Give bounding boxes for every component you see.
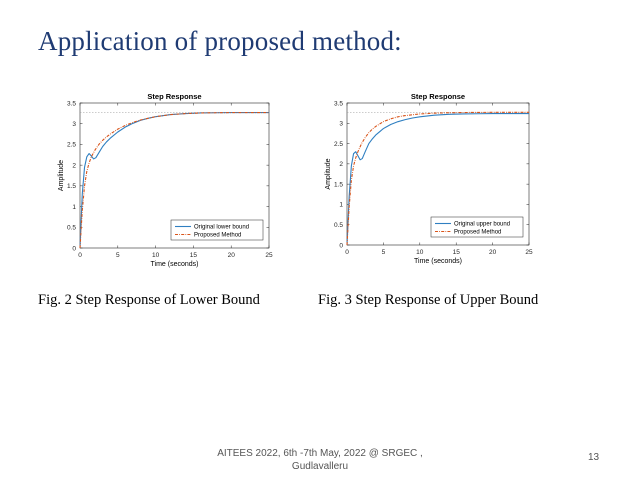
x-tick-label: 0 xyxy=(78,252,82,259)
y-tick-label: 3.5 xyxy=(67,100,76,107)
y-tick-label: 0 xyxy=(72,245,76,252)
legend-label: Proposed Method xyxy=(454,230,501,236)
slide-number: 13 xyxy=(588,452,600,463)
figure-caption-lower-bound: Fig. 2 Step Response of Lower Bound xyxy=(38,292,260,308)
legend-label: Original upper bound xyxy=(454,222,510,228)
y-tick-label: 2.5 xyxy=(67,142,76,149)
x-axis-label: Time (seconds) xyxy=(151,261,199,268)
y-tick-label: 1.5 xyxy=(334,181,343,188)
x-tick-label: 20 xyxy=(228,252,236,259)
x-tick-label: 25 xyxy=(525,249,533,256)
legend-box xyxy=(170,219,264,241)
series-line-proposed xyxy=(79,111,269,249)
legend-box xyxy=(430,216,524,238)
y-tick-label: 0.5 xyxy=(67,225,76,232)
y-tick-label: 2.5 xyxy=(334,141,343,148)
chart-title: Step Response xyxy=(411,92,465,101)
slide-title: Application of proposed method: xyxy=(38,26,402,56)
footer-conference: AITEES 2022, 6th -7th May, 2022 @ SRGEC … xyxy=(217,448,423,459)
x-tick-label: 5 xyxy=(382,249,386,256)
legend-label: Proposed Method xyxy=(194,233,241,239)
step-response-chart-lower-bound: Step Response 0 5 10 15 20 25 0 0.5 1 1.5 2 2.5 3 3.5 T… xyxy=(58,92,273,268)
x-tick-label: 15 xyxy=(190,252,198,259)
legend-label: Original lower bound xyxy=(194,225,249,231)
y-tick-label: 1.5 xyxy=(67,183,76,190)
y-tick-label: 3 xyxy=(339,121,343,128)
x-tick-label: 0 xyxy=(345,249,349,256)
y-tick-label: 0 xyxy=(339,242,343,249)
step-response-chart-upper-bound: Step Response 0 5 10 15 20 25 0 0.5 1 1.5 2 2.5 3 3.5 T… xyxy=(325,92,533,265)
x-tick-label: 5 xyxy=(116,252,120,259)
y-tick-label: 2 xyxy=(339,161,343,168)
chart-title: Step Response xyxy=(147,92,201,101)
x-tick-label: 15 xyxy=(453,249,461,256)
x-tick-label: 25 xyxy=(265,252,273,259)
x-axis-label: Time (seconds) xyxy=(414,258,462,265)
series-line-original xyxy=(79,111,269,249)
y-tick-label: 1 xyxy=(72,204,76,211)
y-axis-label: Amplitude xyxy=(325,158,332,189)
y-tick-label: 1 xyxy=(339,202,343,209)
y-tick-label: 2 xyxy=(72,162,76,169)
y-axis-label: Amplitude xyxy=(58,160,65,191)
footer-location: Gudlavalleru xyxy=(291,461,349,472)
x-tick-label: 20 xyxy=(489,249,497,256)
series-line-proposed xyxy=(346,111,529,246)
figure-caption-upper-bound: Fig. 3 Step Response of Upper Bound xyxy=(318,292,539,308)
x-tick-label: 10 xyxy=(152,252,160,259)
y-tick-label: 3 xyxy=(72,121,76,128)
series-line-original xyxy=(346,113,529,246)
footer: AITEES 2022, 6th -7th May, 2022 @ SRGEC … xyxy=(200,447,440,473)
y-tick-label: 0.5 xyxy=(334,222,343,229)
x-tick-label: 10 xyxy=(416,249,424,256)
y-tick-label: 3.5 xyxy=(334,100,343,107)
